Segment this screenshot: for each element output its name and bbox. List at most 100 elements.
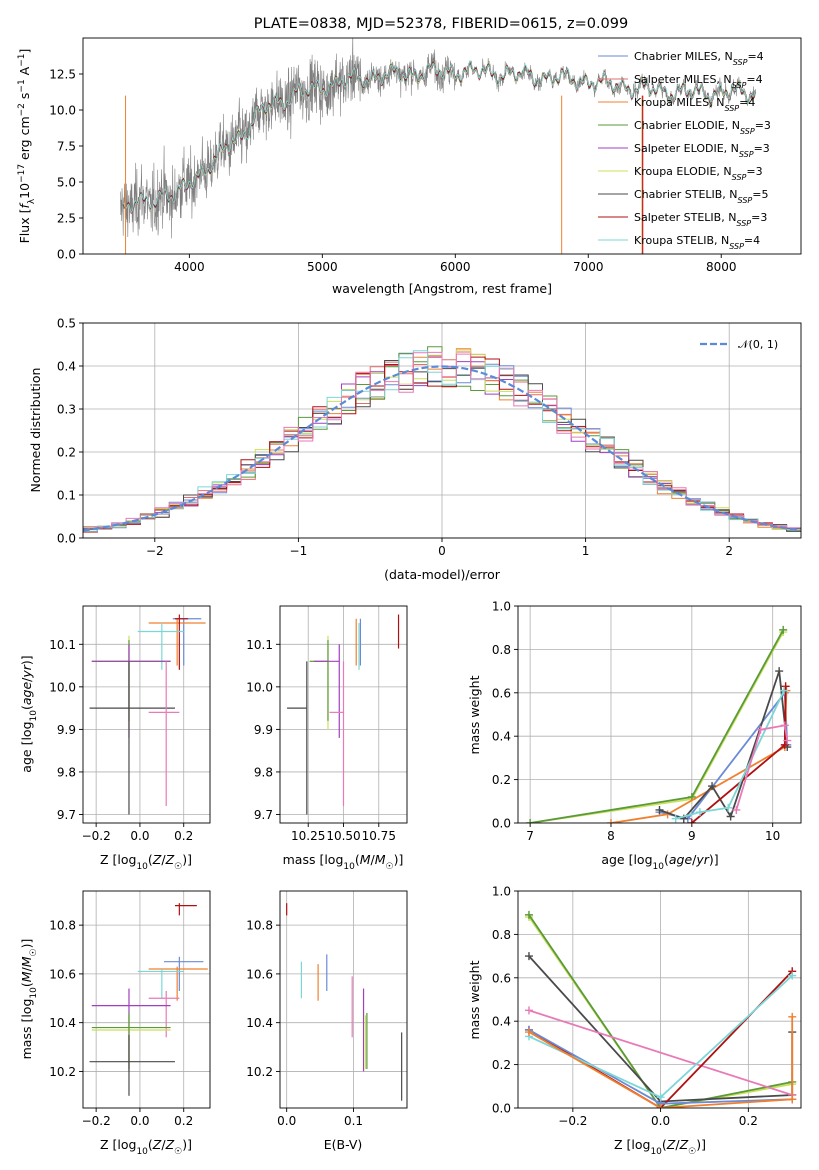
y-tick-label: 0.4 bbox=[57, 360, 76, 374]
plot-area bbox=[280, 891, 407, 1108]
axes-border bbox=[517, 890, 802, 1109]
y-tick-label: 0.2 bbox=[57, 446, 76, 460]
plot-area bbox=[83, 891, 210, 1108]
weight-marker bbox=[788, 1012, 797, 1021]
y-tick-label: 0.5 bbox=[57, 317, 76, 331]
y-tick-label: 1.0 bbox=[492, 600, 511, 614]
errorbar-kroupa_miles bbox=[148, 618, 206, 666]
weight-marker bbox=[780, 740, 789, 749]
legend: Chabrier MILES, NSSP=4 Salpeter MILES, NS… bbox=[598, 50, 771, 251]
y-tick-label: 9.8 bbox=[254, 765, 273, 779]
x-tick-label: 1 bbox=[582, 544, 590, 558]
y-tick-label: 0.8 bbox=[492, 928, 511, 942]
errorbar-chabrier_stelib bbox=[89, 661, 175, 815]
x-tick-label: 0 bbox=[438, 544, 446, 558]
y-tick-label: 9.9 bbox=[57, 723, 76, 737]
axes-frame: 4000 5000 6000 7000 8000 0.0 2.5 5.0 7.5 10.0 12.5… bbox=[17, 37, 802, 296]
x-axis-label: wavelength [Angstrom, rest frame] bbox=[332, 281, 552, 296]
x-tick-label: 7000 bbox=[573, 260, 604, 274]
weight-marker bbox=[781, 682, 790, 691]
y-tick-label: 1.0 bbox=[492, 885, 511, 899]
errorbar-chabrier_stelib bbox=[89, 1034, 175, 1096]
histogram-salpeter_stelib bbox=[83, 356, 801, 533]
y-tick-label: 0.0 bbox=[57, 532, 76, 546]
x-tick-label: 0.2 bbox=[174, 829, 193, 843]
weight-marker bbox=[756, 725, 765, 734]
x-axis-label: age [log10(age/yr)] bbox=[601, 852, 718, 872]
legend-label: Kroupa STELIB, NSSP=4 bbox=[634, 234, 760, 251]
errorbar-chabrier_elodie bbox=[91, 1012, 171, 1069]
weight-marker bbox=[655, 805, 664, 814]
histogram-pink bbox=[83, 351, 801, 529]
x-tick-label: 8000 bbox=[706, 260, 737, 274]
axes-frame: −0.2 0.0 0.2 0.0 0.2 0.4 0.6 0.8 1.0 Z [log10(Z/Z… bbox=[467, 885, 802, 1157]
weight-marker bbox=[524, 1028, 533, 1037]
y-tick-label: 0.2 bbox=[492, 773, 511, 787]
weight-marker bbox=[708, 782, 717, 791]
weight-marker bbox=[783, 736, 792, 745]
weight-line-chabrier_elodie bbox=[528, 914, 793, 1108]
y-tick-label: 10.0 bbox=[49, 104, 76, 118]
y-tick-label: 9.7 bbox=[57, 808, 76, 822]
x-tick-label: 2 bbox=[725, 544, 733, 558]
weight-line-chabrier_elodie bbox=[529, 629, 784, 823]
plot-area bbox=[518, 891, 801, 1108]
chart-weight-vs-Z: −0.2 0.0 0.2 0.0 0.2 0.4 0.6 0.8 1.0 Z [log10(Z/Z… bbox=[467, 885, 802, 1157]
weight-marker bbox=[788, 971, 797, 980]
x-tick-label: −0.2 bbox=[82, 1114, 111, 1128]
weight-marker bbox=[526, 819, 535, 823]
errorbar-chabrier_stelib bbox=[287, 661, 308, 815]
legend-label: Chabrier MILES, NSSP=4 bbox=[634, 50, 764, 67]
weight-marker bbox=[732, 805, 741, 814]
chart-mass-vs-Z: −0.2 0.0 0.2 10.2 10.4 10.6 10.8 Z [log10(Z/Z☉)… bbox=[19, 890, 211, 1157]
x-tick-label: 0.2 bbox=[739, 1114, 758, 1128]
y-tick-label: 10.2 bbox=[246, 1065, 273, 1079]
y-axis-label: mass weight bbox=[467, 960, 482, 1039]
y-tick-label: 10.1 bbox=[49, 638, 76, 652]
y-tick-label: 10.0 bbox=[49, 680, 76, 694]
weight-marker bbox=[775, 667, 784, 676]
plot-area bbox=[518, 606, 801, 823]
weight-marker bbox=[687, 819, 696, 823]
plot-area bbox=[83, 323, 801, 538]
y-tick-label: 5.0 bbox=[57, 176, 76, 190]
chart-age-vs-mass: 10.25 10.50 10.75 9.7 9.8 9.9 10.0 10.1 mass [lo… bbox=[246, 605, 408, 872]
x-tick-label: 0.0 bbox=[130, 829, 149, 843]
axes-frame: 0.0 0.1 10.2 10.4 10.6 10.8 E(B-V) bbox=[246, 890, 408, 1152]
weight-marker bbox=[671, 814, 680, 823]
legend: 𝒩(0, 1) bbox=[700, 338, 778, 351]
weight-marker bbox=[780, 721, 789, 730]
errorbar-salpeter_stelib bbox=[174, 903, 197, 916]
weight-line-pink bbox=[735, 724, 789, 811]
legend-label: Chabrier ELODIE, NSSP=3 bbox=[634, 119, 771, 136]
weight-marker bbox=[780, 686, 789, 695]
chart-spectrum: 4000 5000 6000 7000 8000 0.0 2.5 5.0 7.5 10.0 12.5… bbox=[17, 37, 802, 296]
errorbar-kroupa_stelib bbox=[137, 969, 184, 999]
legend-label: Salpeter MILES, NSSP=4 bbox=[634, 73, 763, 90]
weight-line-kroupa_stelib bbox=[675, 690, 785, 820]
weight-marker bbox=[724, 803, 733, 812]
weight-marker bbox=[524, 910, 533, 919]
x-tick-label: 8 bbox=[607, 829, 615, 843]
observed-spectrum bbox=[119, 38, 756, 239]
chart-mass-vs-EBV: 0.0 0.1 10.2 10.4 10.6 10.8 E(B-V) bbox=[246, 890, 408, 1152]
y-tick-label: 10.6 bbox=[49, 967, 76, 981]
y-axis-label: mass [log10(M/M☉)] bbox=[19, 939, 39, 1060]
errorbar-pink bbox=[148, 661, 180, 806]
weight-marker bbox=[524, 952, 533, 961]
legend-label: Salpeter ELODIE, NSSP=3 bbox=[634, 142, 770, 159]
y-tick-label: 12.5 bbox=[49, 68, 76, 82]
y-axis-label: mass weight bbox=[467, 675, 482, 754]
y-tick-label: 10.2 bbox=[49, 1065, 76, 1079]
chart-weight-vs-age: 7 8 9 10 0.0 0.2 0.4 0.6 0.8 1.0 age [log10(age/yr… bbox=[467, 600, 802, 872]
weight-marker bbox=[695, 808, 704, 817]
y-tick-label: 0.1 bbox=[57, 489, 76, 503]
y-tick-label: 10.4 bbox=[246, 1016, 273, 1030]
x-tick-label: 0.0 bbox=[277, 1114, 296, 1128]
x-tick-label: 5000 bbox=[307, 260, 338, 274]
errorbar-kroupa_elodie bbox=[91, 1015, 171, 1069]
x-tick-label: 4000 bbox=[174, 260, 205, 274]
y-tick-label: 7.5 bbox=[57, 140, 76, 154]
y-tick-label: 9.9 bbox=[254, 723, 273, 737]
